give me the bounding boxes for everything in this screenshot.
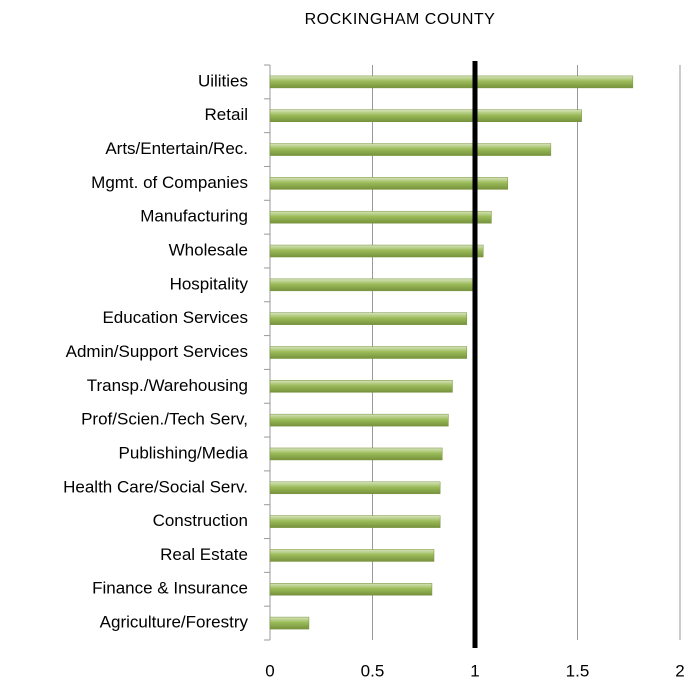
x-tick-label: 0.5	[361, 661, 385, 680]
bar	[269, 583, 433, 596]
y-tick-label: Admin/Support Services	[66, 342, 248, 361]
x-tick-label: 1	[470, 661, 479, 680]
bar	[269, 143, 552, 156]
y-tick-label: Wholesale	[169, 241, 248, 260]
bar	[269, 447, 443, 461]
bar	[269, 312, 468, 325]
y-tick-label: Mgmt. of Companies	[91, 173, 248, 192]
bar	[269, 75, 634, 89]
bar	[269, 515, 441, 528]
bar	[269, 346, 468, 359]
bar	[269, 278, 474, 292]
bar	[269, 616, 310, 630]
y-tick-label: Hospitality	[170, 274, 249, 293]
x-tick-label: 1.5	[566, 661, 590, 680]
y-tick-label: Retail	[205, 105, 248, 124]
bar	[269, 177, 509, 190]
y-tick-label: Health Care/Social Serv.	[63, 477, 248, 496]
y-tick-label: Education Services	[102, 308, 248, 327]
chart-title: ROCKINGHAM COUNTY	[305, 11, 496, 28]
y-tick-label: Manufacturing	[140, 207, 248, 226]
y-tick-label: Agriculture/Forestry	[100, 613, 249, 632]
y-tick-label: Finance & Insurance	[92, 579, 248, 598]
bar	[269, 210, 492, 224]
y-tick-label: Construction	[153, 511, 248, 530]
x-tick-label: 2	[675, 661, 684, 680]
y-tick-label: Uilities	[198, 71, 248, 90]
bar	[269, 244, 484, 258]
bar	[269, 413, 449, 427]
y-tick-label: Real Estate	[160, 545, 248, 564]
bar	[269, 109, 582, 122]
bar	[269, 380, 453, 393]
y-tick-label: Prof/Scien./Tech Serv,	[81, 410, 248, 429]
y-tick-label: Publishing/Media	[119, 443, 249, 462]
bar	[269, 481, 441, 495]
y-tick-label: Arts/Entertain/Rec.	[105, 139, 248, 158]
x-tick-label: 0	[265, 661, 274, 680]
bar	[269, 549, 435, 562]
y-tick-label: Transp./Warehousing	[87, 376, 248, 395]
